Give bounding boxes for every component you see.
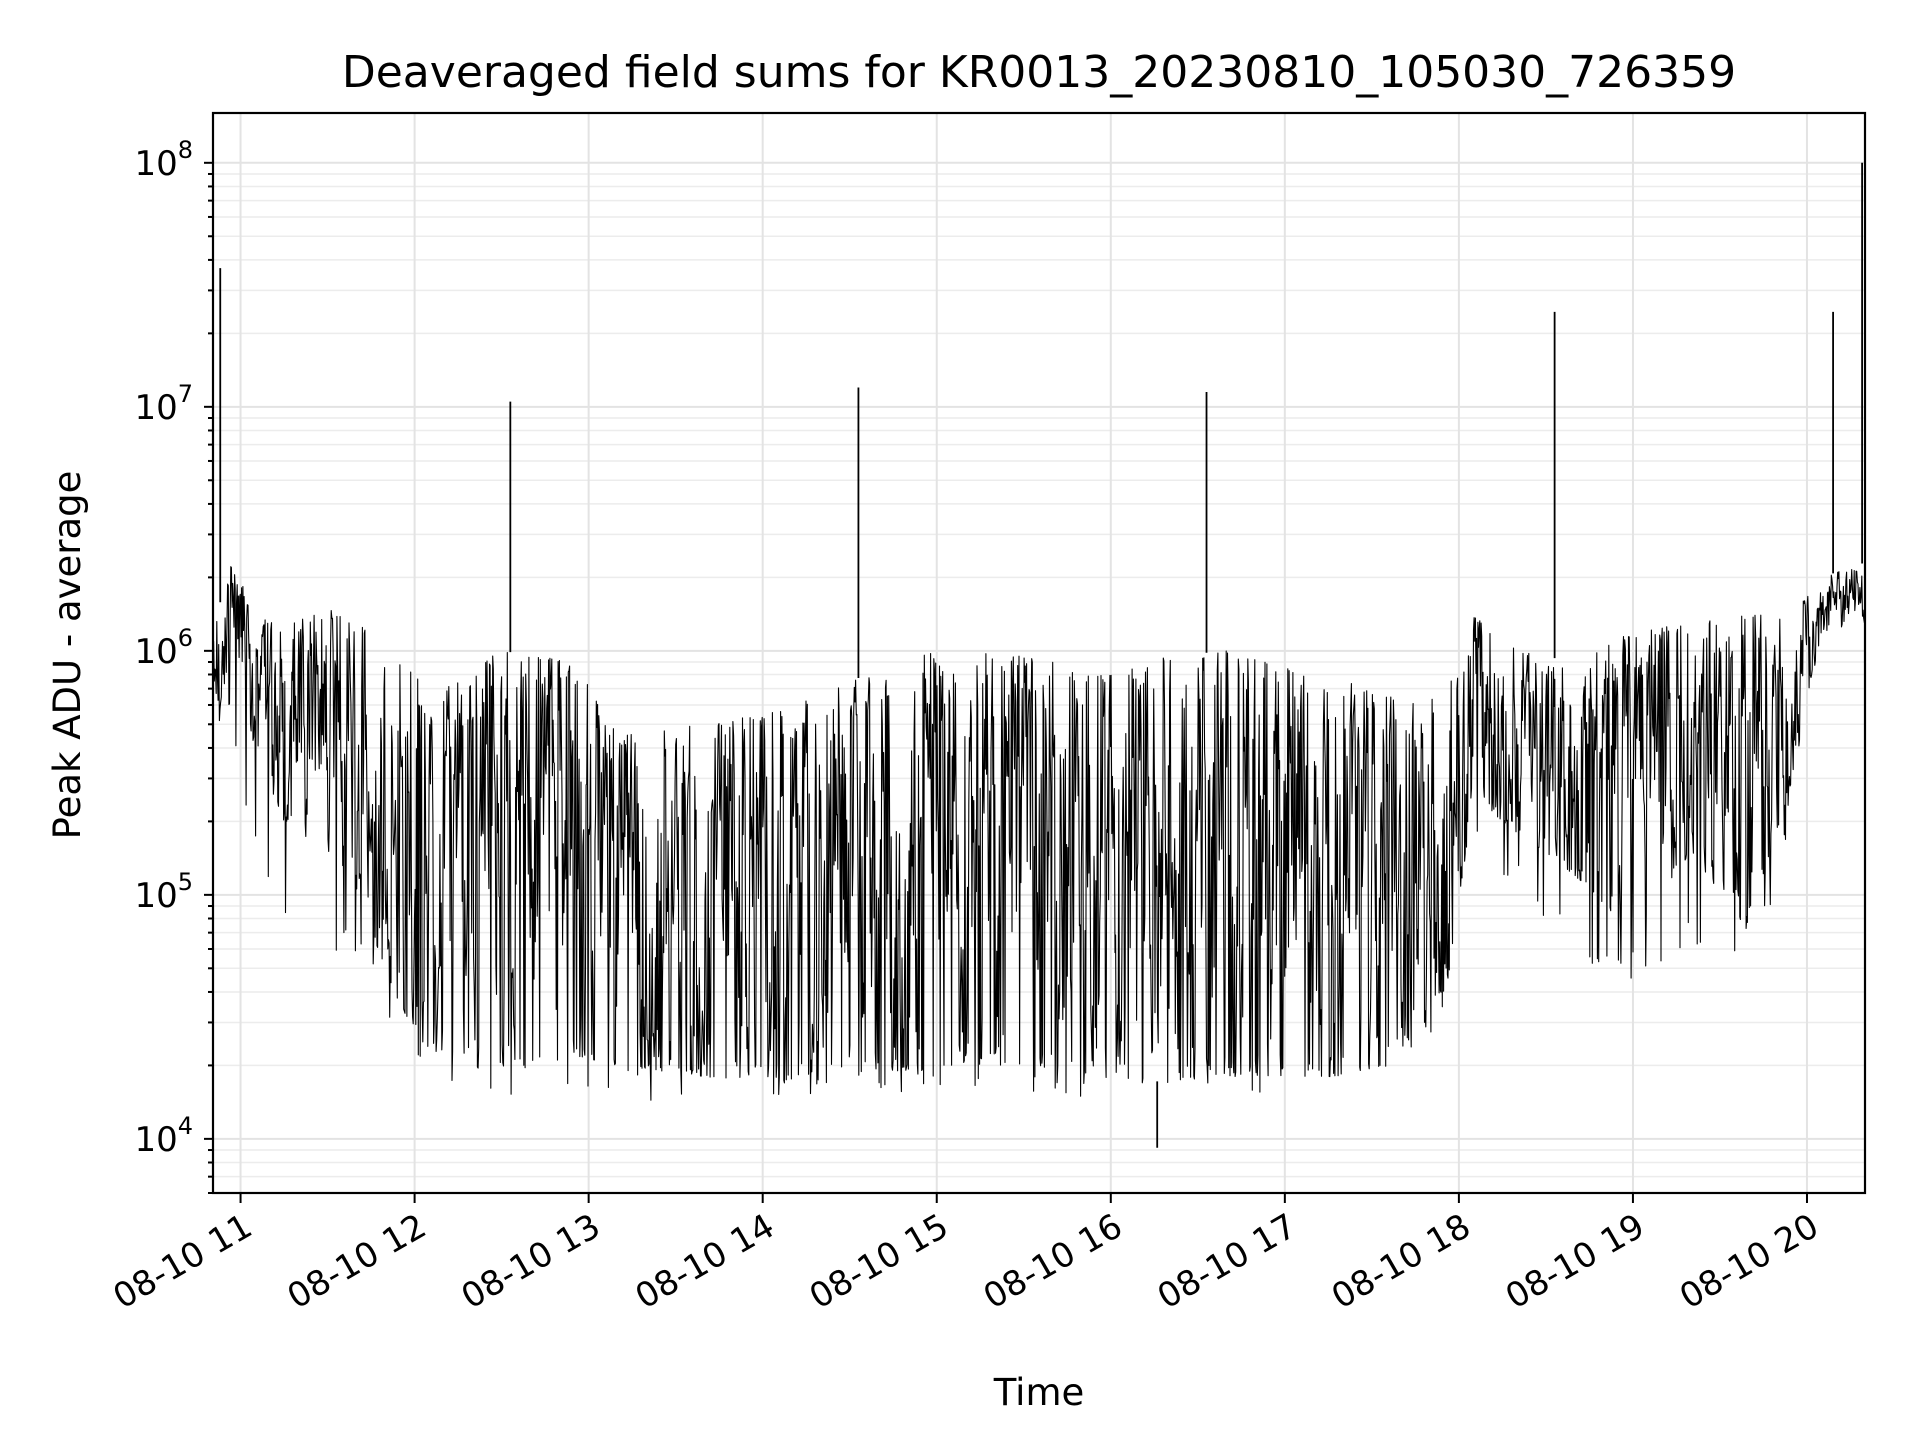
plot-frame	[211, 111, 1867, 1195]
y-tick-label: 104	[134, 1112, 193, 1160]
x-tick-label: 08-10 11	[107, 1206, 259, 1317]
x-tick-label: 08-10 17	[1151, 1206, 1303, 1317]
x-tick-label: 08-10 12	[281, 1206, 433, 1317]
grid	[213, 113, 1865, 1194]
x-tick-label: 08-10 18	[1325, 1206, 1477, 1317]
series-line	[212, 566, 1866, 1101]
y-tick-label: 107	[134, 380, 193, 428]
x-tick-label: 08-10 16	[977, 1206, 1129, 1317]
x-axis-label: Time	[993, 1371, 1085, 1414]
x-tick-label: 08-10 13	[455, 1206, 607, 1317]
x-tick-label: 08-10 15	[803, 1206, 955, 1317]
x-tick-label: 08-10 14	[629, 1206, 781, 1317]
x-tick-label: 08-10 19	[1499, 1206, 1651, 1317]
y-tick-label: 106	[134, 624, 193, 672]
chart-title: Deaveraged field sums for KR0013_2023081…	[342, 47, 1736, 98]
y-tick-label: 105	[134, 868, 193, 916]
series-layer	[212, 162, 1866, 1148]
y-tick-label: 108	[134, 136, 193, 184]
y-axis-label: Peak ADU - average	[46, 471, 89, 840]
x-tick-label: 08-10 20	[1673, 1206, 1825, 1317]
